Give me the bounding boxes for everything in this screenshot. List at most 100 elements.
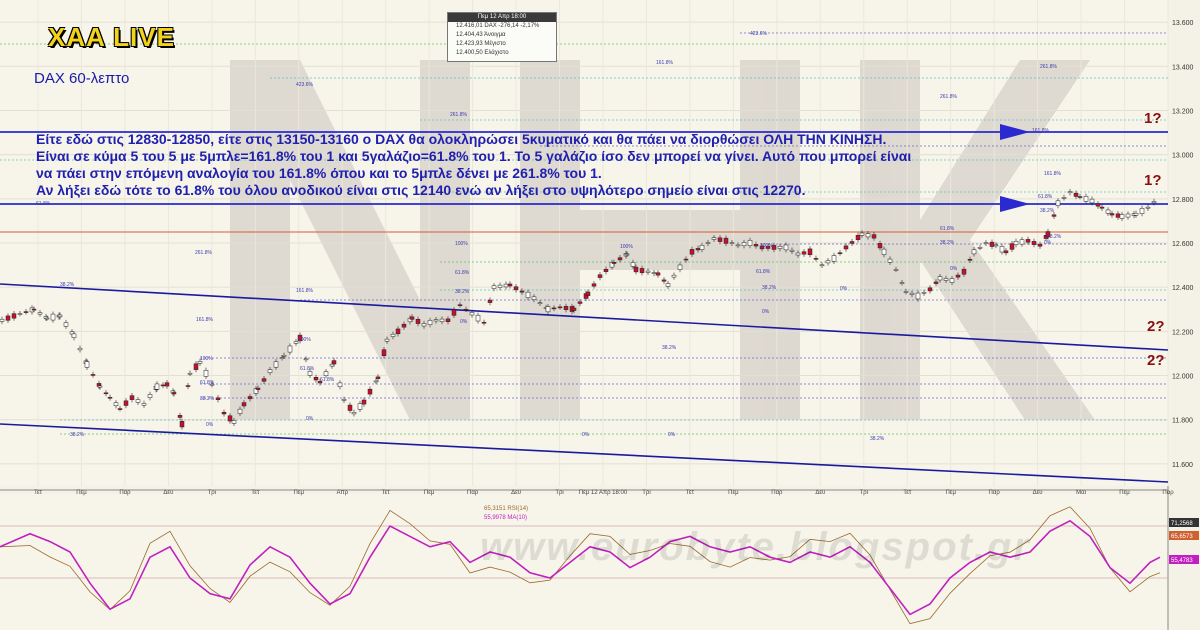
x-tick-label: Απρ — [336, 490, 348, 496]
x-tick-label: Παρ — [771, 490, 783, 496]
candle-body — [401, 323, 407, 328]
candle-body — [279, 357, 285, 359]
candle-body — [893, 269, 899, 271]
x-tick-label: Τετ — [251, 490, 260, 496]
candle-body — [487, 299, 493, 303]
candle-body — [141, 403, 147, 406]
candle-body — [1125, 213, 1131, 218]
candle-body — [57, 314, 63, 318]
fib-annotation: 0% — [582, 432, 590, 438]
x-tick-label: Πεμ — [728, 490, 739, 496]
x-tick-label: Τρι — [208, 490, 217, 496]
rsi-tick-label: 71,2568 — [1171, 521, 1193, 527]
candle-body — [37, 312, 43, 315]
candle-body — [103, 392, 109, 395]
candle-body — [1089, 198, 1095, 204]
candle-body — [107, 397, 113, 399]
x-tick-label: Τρι — [642, 490, 651, 496]
x-tick-label: Δευ — [163, 490, 173, 496]
candle-body — [373, 380, 379, 383]
rsi-panel: 71,2568 65,6573 55,4783 — [0, 506, 1199, 625]
fib-annotation: 61.8% — [1038, 194, 1053, 200]
candle-body — [689, 249, 695, 255]
rsi-tick-bg — [1169, 531, 1199, 540]
candle-body — [1025, 239, 1031, 243]
candle-body — [909, 292, 915, 295]
candle-body — [961, 268, 967, 275]
candle-body — [5, 315, 11, 321]
candle-body — [611, 262, 617, 264]
info-row: 12.416,01 DAX -276,14 -2,17% — [456, 23, 540, 29]
candle-body — [71, 333, 77, 338]
candle-body — [571, 307, 577, 311]
candle-body — [711, 237, 717, 240]
candle-body — [741, 242, 747, 246]
fib-annotation: 261.8% — [940, 94, 958, 100]
candle-body — [1115, 213, 1121, 218]
candle-body — [915, 292, 921, 300]
fib-annotation: 38.2% — [200, 396, 215, 402]
candle-body — [591, 283, 597, 287]
candle-body — [147, 394, 153, 399]
candle-body — [551, 307, 557, 310]
fib-annotation: 38.2% — [662, 345, 677, 351]
candle-body — [545, 306, 551, 313]
fib-annotation: 0% — [950, 266, 958, 272]
candle-body — [519, 290, 525, 293]
candle-body — [723, 237, 729, 244]
candle-body — [813, 258, 819, 260]
fib-annotation: 61.8% — [200, 380, 215, 386]
candle-body — [97, 385, 103, 388]
candle-body — [1077, 196, 1083, 198]
candle-body — [943, 278, 949, 281]
candle-body — [135, 399, 141, 403]
candle-body — [747, 240, 753, 246]
channel-lower-line — [0, 423, 1169, 483]
candle-body — [433, 319, 439, 322]
candle-body — [209, 383, 215, 386]
fib-annotation: 161.8% — [656, 60, 674, 66]
candle-body — [563, 306, 569, 310]
rsi-tick-bg — [1169, 518, 1199, 527]
candle-body — [695, 248, 701, 251]
rsi-legend: 65,3151 RSI(14) 55,9978 MA(10) — [484, 505, 528, 523]
candle-body — [1083, 196, 1089, 202]
candle-body — [603, 268, 609, 272]
candle-body — [331, 360, 337, 365]
candle-body — [451, 309, 457, 316]
candle-body — [177, 415, 183, 418]
candle-body — [267, 369, 273, 373]
price-axis: 13.600 13.400 13.200 13.000 12.800 12.600 12.4… — [1172, 20, 1194, 469]
candle-body — [154, 383, 160, 390]
question-mark-2b: 2? — [1147, 352, 1165, 369]
candle-body — [491, 285, 497, 289]
x-tick-label: Πεμ — [945, 490, 956, 496]
rsi-tick-label: 65,6573 — [1171, 534, 1193, 540]
candle-body — [699, 244, 705, 250]
candle-body — [624, 253, 630, 256]
info-row: 12.400,50 Ελάχιστο — [456, 50, 509, 56]
x-tick-label: Δευ — [815, 490, 825, 496]
candle-body — [1013, 241, 1019, 245]
rsi-ma-line — [0, 519, 1161, 616]
candle-body — [31, 308, 37, 311]
candle-body — [705, 242, 711, 244]
x-tick-label: Πεμ 12 Απρ 18:00 — [579, 490, 628, 496]
candle-body — [999, 246, 1005, 253]
fib-annotation: 100% — [298, 337, 311, 343]
fib-annotation: 423.6% — [296, 82, 314, 88]
fib-annotation: 0% — [840, 286, 848, 292]
y-tick-label: 13.000 — [1172, 153, 1194, 160]
candle-body — [497, 284, 503, 288]
candle-body — [367, 388, 373, 395]
fib-annotation: 38.2% — [70, 432, 85, 438]
candle-body — [765, 246, 771, 249]
x-tick-label: Πεμ — [424, 490, 435, 496]
candle-body — [481, 321, 487, 324]
candle-body — [639, 268, 645, 274]
candle-body — [1003, 250, 1009, 254]
candle-body — [185, 385, 191, 387]
candle-body — [837, 252, 843, 254]
y-tick-label: 12.200 — [1172, 329, 1194, 336]
candle-body — [123, 400, 129, 406]
